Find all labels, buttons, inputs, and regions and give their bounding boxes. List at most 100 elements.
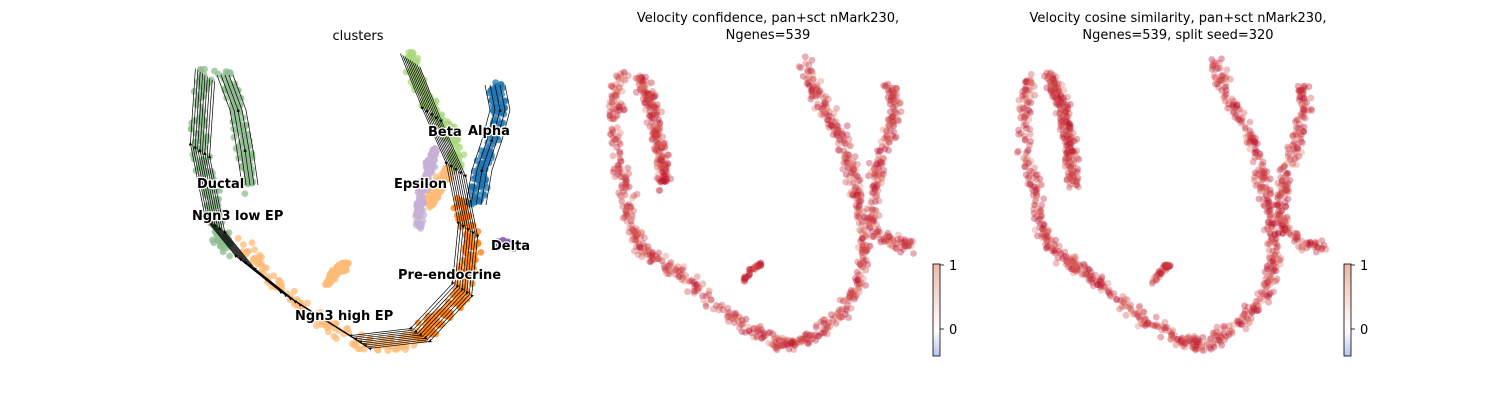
cell-point [685,277,693,285]
cell-point [1258,161,1265,168]
cell-point [884,80,892,88]
cell-point [851,185,859,193]
cell-point [1153,271,1161,279]
cell-point [1038,181,1045,189]
cell-point [608,125,616,133]
cell-point [1158,270,1165,277]
cell-point [1296,93,1303,101]
cell-point [746,266,754,274]
cell-point [650,128,658,136]
cell-point [1241,125,1249,133]
cell-point [1269,201,1277,209]
cell-point [1030,83,1038,90]
cell-point [1229,101,1236,109]
cell-point [648,257,655,265]
cell-point [1276,192,1284,200]
cell-point [625,183,633,191]
cell-point [612,86,619,94]
cell-point [1225,330,1233,337]
cell-point [691,285,698,292]
cell-point [616,168,623,176]
cell-point [1258,173,1265,181]
cell-point [705,291,713,298]
cell-point [660,178,668,186]
cell-point [1158,322,1166,330]
cell-point [1281,199,1289,206]
cell-point [757,262,765,269]
cell-point [644,89,652,97]
cell-point [1265,298,1273,306]
cell-point [1283,225,1291,233]
cell-point [1044,75,1052,82]
cell-point [1267,234,1275,241]
cell-point [1044,242,1052,250]
cell-point [632,237,640,245]
cell-point [770,335,778,342]
cell-point [660,177,668,185]
cell-point [1233,101,1241,109]
cell-point [893,97,901,104]
cell-point [1269,254,1277,261]
cell-point [1251,149,1259,157]
cell-point [625,205,633,213]
cell-point [878,170,886,178]
cell-point [845,154,853,162]
cell-point [614,73,621,81]
cell-point [890,122,898,129]
cell-point [659,169,667,177]
cell-point [1059,100,1067,108]
cell-point [883,236,891,244]
cell-point [843,159,850,166]
cell-point [635,74,643,82]
cell-point [1255,195,1263,203]
cell-point [1270,265,1278,272]
cell-point [653,158,661,166]
cell-point [1259,183,1266,191]
cell-point [612,72,620,79]
cell-point [634,230,642,238]
cell-point [1134,309,1142,317]
cluster-label: Alpha [468,124,510,139]
cell-point [1267,289,1274,297]
cell-point [835,306,843,314]
cell-point [873,221,880,229]
cell-point [414,205,421,213]
cell-point [1084,275,1092,283]
cell-point [656,127,663,135]
cell-point [840,147,848,155]
colorbar-tick-label: 0 [949,323,957,338]
cell-point [881,135,888,142]
panel-velocity-confidence: Velocity confidence, pan+sct nMark230, N… [605,11,957,357]
cell-point [660,140,667,147]
cell-point [782,340,790,347]
cell-point [725,312,733,320]
cell-point [1264,240,1271,248]
cell-point [1301,240,1308,248]
cell-point [863,230,871,238]
cell-point [1212,74,1219,82]
cell-point [1270,278,1278,285]
cell-point [1069,171,1076,179]
cell-point [1059,118,1067,126]
cell-point [1272,219,1279,227]
cell-point [1043,84,1051,92]
cell-point [797,64,805,72]
cell-point [1211,61,1218,69]
cell-point [1296,92,1304,100]
cell-point [1278,206,1286,214]
cell-point [1068,155,1076,163]
cell-point [890,127,898,135]
cell-point [1050,76,1058,84]
cell-point [1220,94,1228,102]
cell-point [1281,224,1288,232]
cell-point [654,153,662,161]
cell-point [1072,178,1080,186]
cell-point [1069,147,1076,155]
cell-point [1282,182,1289,190]
cell-point [655,187,663,194]
cell-point [845,297,853,305]
cell-point [1121,295,1129,303]
cell-point [1271,267,1278,274]
cell-point [609,115,616,123]
cell-point [1067,101,1074,108]
